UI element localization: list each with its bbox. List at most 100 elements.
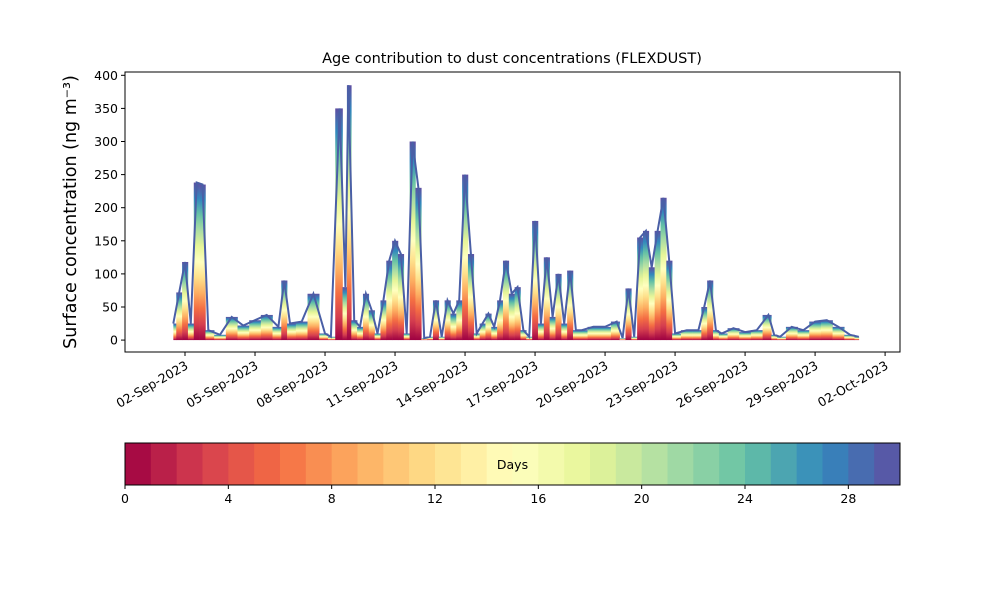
- area-column: [785, 326, 798, 341]
- y-tick-label: 250: [94, 167, 118, 182]
- area-column: [187, 323, 195, 341]
- area-column: [193, 182, 200, 341]
- area-column: [567, 270, 574, 341]
- area-column: [281, 280, 288, 341]
- area-column: [549, 316, 556, 341]
- area-column: [272, 326, 282, 341]
- area-column: [287, 323, 297, 341]
- area-column: [450, 313, 457, 341]
- y-axis-label: Surface concentration (ng m⁻³): [61, 75, 81, 349]
- area-column: [654, 230, 661, 341]
- x-tick-label: 05-Sep-2023: [183, 358, 260, 411]
- area-column: [473, 333, 480, 341]
- colorbar-bin: [512, 443, 539, 485]
- colorbar-bin: [693, 443, 720, 485]
- area-column: [479, 323, 486, 341]
- area-column: [578, 330, 588, 341]
- area-column: [225, 316, 238, 341]
- area-column: [380, 300, 387, 341]
- x-tick-label: 02-Sep-2023: [113, 358, 190, 411]
- colorbar-bin: [641, 443, 668, 485]
- area-column: [625, 288, 632, 341]
- colorbar-bin: [564, 443, 591, 485]
- area-column: [199, 184, 206, 341]
- area-column: [438, 336, 445, 341]
- colorbar-bin: [486, 443, 513, 485]
- colorbar-tick-label: 12: [427, 491, 443, 506]
- area-column: [587, 326, 600, 341]
- colorbar-bin: [745, 443, 772, 485]
- area-column: [642, 230, 650, 341]
- area-column: [342, 287, 348, 341]
- area-column: [701, 306, 708, 341]
- area-column: [335, 108, 343, 341]
- area-column: [427, 336, 434, 341]
- area-column: [631, 336, 638, 341]
- colorbar-bin: [848, 443, 875, 485]
- area-column: [809, 321, 822, 341]
- area-column: [762, 314, 772, 341]
- area-column: [237, 325, 250, 341]
- y-tick-label: 50: [102, 299, 118, 314]
- area-column: [491, 326, 498, 341]
- area-column: [374, 333, 381, 341]
- plot-frame: [124, 71, 901, 353]
- colorbar-bin: [615, 443, 643, 485]
- colorbar-bin: [874, 443, 901, 485]
- area-column: [561, 323, 568, 341]
- colorbar-bin: [280, 443, 307, 485]
- area-column: [403, 333, 410, 341]
- colorbar-bin: [719, 443, 746, 485]
- area-column: [619, 338, 626, 341]
- area-column: [712, 330, 720, 341]
- area-column: [599, 326, 612, 341]
- area-column: [307, 293, 320, 341]
- colorbar-bin: [822, 443, 849, 485]
- x-tick-label: 20-Sep-2023: [534, 358, 611, 411]
- colorbar-bin: [796, 443, 823, 485]
- colorbar-frame: [124, 442, 901, 486]
- colorbar-bin: [176, 443, 203, 485]
- y-tick-label: 200: [94, 200, 118, 215]
- area-column: [362, 293, 370, 341]
- area-column: [497, 300, 504, 341]
- area-column: [397, 254, 405, 341]
- area-column: [820, 320, 833, 341]
- area-column: [707, 280, 714, 341]
- colorbar-tick-label: 4: [224, 491, 232, 506]
- colorbar-bin: [460, 443, 488, 485]
- colorbar-bin: [150, 443, 178, 485]
- area-column: [648, 267, 655, 341]
- chart-title: Age contribution to dust concentrations …: [322, 51, 702, 67]
- area-column: [666, 260, 673, 341]
- area-column: [508, 293, 515, 341]
- area-column: [844, 334, 855, 341]
- area-column: [543, 257, 550, 341]
- colorbar-tick-label: 28: [840, 491, 856, 506]
- area-column: [386, 260, 393, 341]
- area-column: [205, 330, 215, 341]
- area-column: [739, 332, 752, 341]
- area-column: [537, 323, 545, 341]
- area-column: [520, 330, 527, 341]
- x-tick-label: 08-Sep-2023: [253, 358, 330, 411]
- area-column: [532, 220, 539, 341]
- colorbar-bin: [590, 443, 617, 485]
- colorbar-bin: [305, 443, 333, 485]
- area-column: [176, 292, 183, 341]
- colorbar-bin: [357, 443, 384, 485]
- area-column: [368, 310, 375, 341]
- area-column: [514, 287, 521, 341]
- x-tick-label: 14-Sep-2023: [393, 358, 470, 411]
- total-line: [172, 85, 860, 340]
- colorbar-bin: [435, 443, 462, 485]
- colorbar-tick-label: 16: [530, 491, 546, 506]
- colorbar-bin: [667, 443, 694, 485]
- area-column: [351, 320, 358, 341]
- y-tick-label: 400: [94, 68, 118, 83]
- x-tick-label: 17-Sep-2023: [463, 358, 540, 411]
- area-column: [680, 330, 693, 341]
- area-column: [750, 330, 763, 341]
- area-column: [637, 237, 644, 341]
